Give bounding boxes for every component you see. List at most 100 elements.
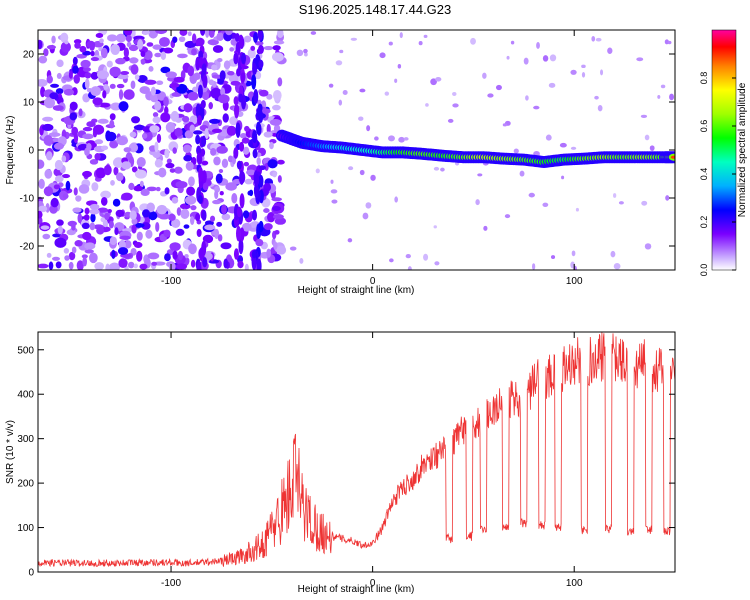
noise-blob xyxy=(113,166,119,176)
noise-blob xyxy=(134,74,140,81)
noise-blob xyxy=(210,215,216,222)
noise-blob xyxy=(146,42,154,47)
noise-blob xyxy=(121,161,132,170)
noise-blob xyxy=(394,78,398,83)
streak-blob xyxy=(197,115,203,126)
figure-title: S196.2025.148.17.44.G23 xyxy=(299,2,452,17)
colorbar-tick-label: 0.6 xyxy=(699,120,709,133)
noise-blob xyxy=(94,262,104,270)
y-tick-label: -10 xyxy=(20,194,35,205)
noise-blob xyxy=(339,49,344,54)
noise-blob xyxy=(174,166,183,174)
noise-blob xyxy=(60,32,69,43)
noise-blob xyxy=(82,67,91,72)
noise-blob xyxy=(148,211,158,221)
noise-blob xyxy=(433,225,437,229)
noise-blob xyxy=(217,234,223,242)
noise-blob xyxy=(130,80,136,90)
snr-x-ticks: -100 0 100 xyxy=(161,332,583,589)
streak-blob xyxy=(239,193,245,209)
noise-blob xyxy=(228,74,235,83)
snr-line xyxy=(38,332,675,568)
noise-blob xyxy=(208,118,221,124)
noise-blob xyxy=(141,133,148,139)
noise-blob xyxy=(266,211,276,223)
noise-blob xyxy=(48,132,61,137)
colorbar-ticks: 0.0 0.2 0.4 0.6 0.8 xyxy=(699,72,736,276)
noise-blob xyxy=(387,135,395,142)
noise-blob xyxy=(158,213,170,220)
noise-blob xyxy=(277,175,282,183)
noise-blob xyxy=(133,263,138,269)
noise-blob xyxy=(669,93,675,101)
noise-blob xyxy=(229,47,235,52)
noise-blob xyxy=(158,167,167,178)
noise-blob xyxy=(86,40,96,49)
noise-blob xyxy=(274,229,280,235)
noise-blob xyxy=(193,72,201,80)
noise-blob xyxy=(513,148,519,154)
noise-blob xyxy=(120,70,130,76)
noise-blob xyxy=(82,126,93,132)
noise-blob xyxy=(272,214,284,220)
noise-blob xyxy=(250,45,256,51)
x-tick-label: 0 xyxy=(370,578,376,589)
noise-blob xyxy=(126,41,132,48)
noise-blob xyxy=(269,118,282,126)
noise-blob xyxy=(244,263,249,270)
noise-blob xyxy=(38,263,49,269)
noise-blob xyxy=(140,58,146,65)
noise-blob xyxy=(180,208,190,220)
noise-blob xyxy=(189,124,196,133)
noise-blob xyxy=(225,30,233,36)
noise-blob xyxy=(267,159,278,169)
streak-blob xyxy=(258,110,264,124)
noise-blob xyxy=(163,229,171,238)
noise-blob xyxy=(54,159,63,171)
noise-blob xyxy=(176,207,182,216)
noise-blob xyxy=(172,250,178,260)
noise-blob xyxy=(272,89,282,101)
noise-blob xyxy=(207,39,219,46)
noise-blob xyxy=(487,93,494,98)
noise-blob xyxy=(38,210,43,219)
noise-blob xyxy=(154,52,162,58)
noise-blob xyxy=(166,158,172,164)
noise-blob xyxy=(483,225,488,231)
noise-blob xyxy=(110,102,122,111)
noise-blob xyxy=(263,46,274,51)
noise-blob xyxy=(109,141,119,148)
noise-blob xyxy=(72,56,78,66)
noise-blob xyxy=(542,202,549,208)
noise-blob xyxy=(330,179,334,184)
streak-blob xyxy=(251,74,257,90)
noise-blob xyxy=(77,213,83,224)
noise-blob xyxy=(242,146,250,155)
noise-blob xyxy=(110,180,115,186)
noise-blob xyxy=(370,174,376,181)
noise-blob xyxy=(219,191,224,196)
noise-blob xyxy=(43,135,53,146)
noise-blob xyxy=(533,105,540,110)
noise-blob xyxy=(221,213,231,221)
x-tick-label: -100 xyxy=(161,578,181,589)
noise-blob xyxy=(152,44,162,50)
colorbar-tick-label: 0.8 xyxy=(699,72,709,85)
ridge-core xyxy=(670,155,675,159)
noise-blob xyxy=(160,112,171,123)
noise-blob xyxy=(151,261,158,266)
streak-blob xyxy=(239,170,245,185)
noise-blob xyxy=(612,193,617,198)
noise-blob xyxy=(255,238,264,247)
noise-blob xyxy=(133,241,143,249)
streak-blob xyxy=(200,148,206,157)
noise-blob xyxy=(91,182,99,192)
noise-blob xyxy=(365,202,372,209)
noise-blob xyxy=(477,173,483,177)
noise-blob xyxy=(78,108,83,117)
noise-blob xyxy=(103,164,112,176)
noise-blob xyxy=(649,145,655,151)
noise-blob xyxy=(299,257,304,264)
streak-blob xyxy=(202,256,208,268)
spectrogram-x-label: Height of straight line (km) xyxy=(298,285,415,296)
